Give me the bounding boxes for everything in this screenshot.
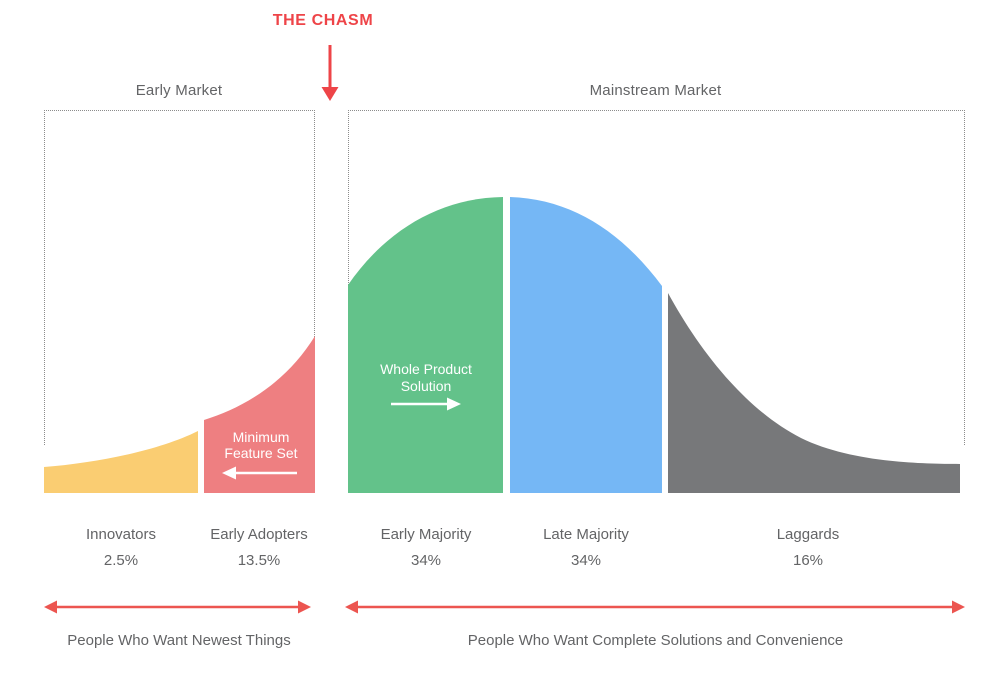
mainstream-market-audience-label: People Who Want Complete Solutions and C… (467, 632, 844, 649)
segment-name: Laggards (776, 526, 840, 543)
span-arrowhead-left-icon (345, 600, 358, 614)
chasm-down-arrow (321, 45, 339, 101)
segment-label-early-adopters: Early Adopters 13.5% (179, 526, 339, 569)
chasm-title: THE CHASM (272, 12, 374, 29)
right-arrowhead-icon (447, 397, 461, 411)
whole-product-right-arrow (391, 397, 461, 411)
late-majority-segment-shape (510, 197, 662, 493)
note-line: Solution (400, 378, 452, 394)
early-majority-segment-shape (348, 197, 503, 493)
early-market-dotted-box (44, 110, 315, 445)
segment-percent: 2.5% (103, 552, 139, 569)
segment-label-late-majority: Late Majority 34% (506, 526, 666, 569)
mainstream-market-header: Mainstream Market (589, 82, 722, 99)
mainstream-market-span-arrow (345, 600, 965, 614)
segment-label-laggards: Laggards 16% (728, 526, 888, 569)
mainstream-market-dotted-box (348, 110, 965, 445)
innovators-segment-shape (44, 431, 198, 493)
segment-name: Early Majority (380, 526, 472, 543)
segment-label-innovators: Innovators 2.5% (41, 526, 201, 569)
span-arrowhead-right-icon (952, 600, 965, 614)
minimum-feature-set-left-arrow (222, 466, 297, 480)
segment-percent: 13.5% (237, 552, 281, 569)
early-market-audience-label: People Who Want Newest Things (67, 632, 291, 649)
segment-percent: 16% (792, 552, 824, 569)
span-arrowhead-right-icon (298, 600, 311, 614)
segment-name: Early Adopters (210, 526, 308, 543)
early-market-span-arrow (44, 600, 311, 614)
early-adopters-segment-shape (204, 336, 315, 493)
left-arrowhead-icon (222, 466, 236, 480)
minimum-feature-set-note: Minimum Feature Set (205, 429, 317, 461)
laggards-segment-shape (668, 293, 960, 493)
segment-name: Innovators (85, 526, 157, 543)
note-line: Whole Product (380, 361, 472, 377)
segment-percent: 34% (410, 552, 442, 569)
whole-product-solution-note: Whole Product Solution (369, 361, 483, 395)
segment-label-early-majority: Early Majority 34% (346, 526, 506, 569)
span-arrowhead-left-icon (44, 600, 57, 614)
note-line: Minimum (232, 429, 290, 445)
chasm-arrowhead-icon (321, 87, 339, 101)
early-market-header: Early Market (135, 82, 223, 99)
note-line: Feature Set (224, 445, 298, 461)
segment-name: Late Majority (543, 526, 629, 543)
segment-percent: 34% (570, 552, 602, 569)
